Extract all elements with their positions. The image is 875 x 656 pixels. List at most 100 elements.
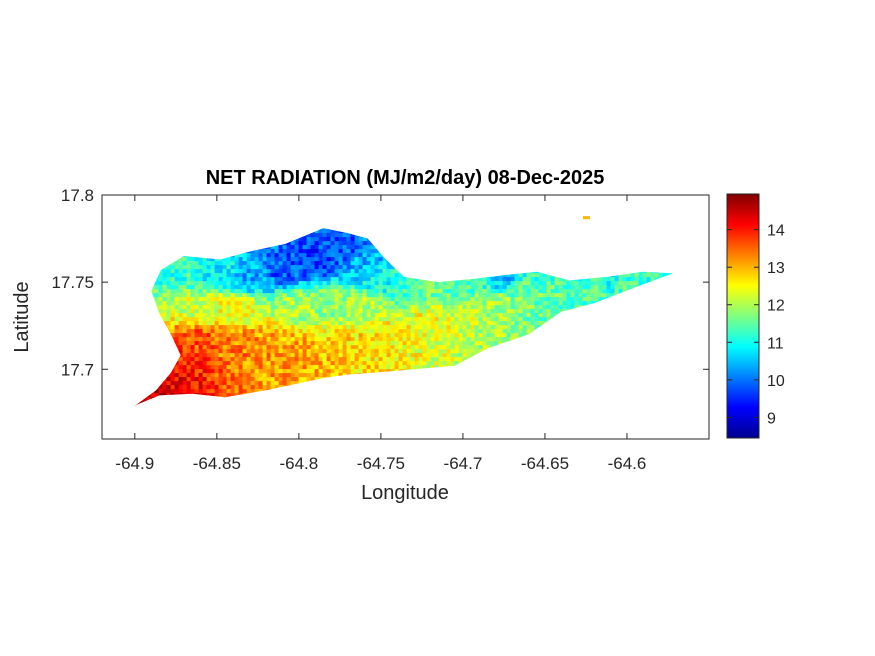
heatmap-cell <box>362 269 368 274</box>
heatmap-cell <box>434 229 440 234</box>
heatmap-cell <box>214 313 220 318</box>
heatmap-cell <box>466 289 472 294</box>
heatmap-cell <box>302 245 308 250</box>
heatmap-cell <box>530 313 536 318</box>
heatmap-cell <box>158 381 164 386</box>
heatmap-cell <box>206 349 212 354</box>
heatmap-cell <box>226 341 232 346</box>
heatmap-cell <box>314 257 320 262</box>
heatmap-cell <box>170 233 176 238</box>
heatmap-cell <box>414 345 420 350</box>
heatmap-cell <box>182 393 188 398</box>
heatmap-cell <box>234 405 240 406</box>
heatmap-cell <box>262 377 268 382</box>
heatmap-cell <box>162 309 168 314</box>
heatmap-cell <box>170 381 176 386</box>
heatmap-cell <box>246 353 252 358</box>
heatmap-cell <box>182 309 188 314</box>
heatmap-cell <box>278 261 284 266</box>
heatmap-cell <box>178 301 184 306</box>
heatmap-cell <box>222 341 228 346</box>
heatmap-cell <box>386 241 392 246</box>
heatmap-cell <box>134 345 136 350</box>
heatmap-cell <box>422 345 428 350</box>
heatmap-cell <box>358 389 364 394</box>
heatmap-cell <box>222 357 228 362</box>
heatmap-cell <box>466 329 472 334</box>
heatmap-cell <box>538 257 544 262</box>
heatmap-cell <box>418 241 424 246</box>
heatmap-cell <box>442 305 448 310</box>
heatmap-cell <box>134 237 140 242</box>
heatmap-cell <box>294 373 300 378</box>
heatmap-cell <box>374 313 380 318</box>
heatmap-cell <box>394 341 400 346</box>
heatmap-cell <box>259 221 264 226</box>
heatmap-cell <box>254 357 260 362</box>
heatmap-cell <box>246 381 252 386</box>
heatmap-cell <box>478 321 484 326</box>
heatmap-cell <box>322 337 328 342</box>
heatmap-cell <box>202 297 208 302</box>
heatmap-cell <box>170 229 176 234</box>
heatmap-cell <box>214 361 220 366</box>
heatmap-cell <box>390 333 396 338</box>
heatmap-cell <box>451 409 456 414</box>
heatmap-cell <box>502 269 508 274</box>
heatmap-cell <box>162 245 168 250</box>
heatmap-cell <box>362 317 368 322</box>
heatmap-cell <box>511 221 516 226</box>
heatmap-cell <box>174 361 180 366</box>
heatmap-cell <box>127 285 132 290</box>
heatmap-cell <box>334 229 340 234</box>
heatmap-cell <box>454 377 460 382</box>
heatmap-cell <box>414 317 420 322</box>
heatmap-cell <box>286 325 292 330</box>
heatmap-cell <box>250 393 256 398</box>
heatmap-cell <box>326 341 332 346</box>
heatmap-cell <box>214 277 220 282</box>
heatmap-cell <box>342 309 348 314</box>
heatmap-cell <box>302 249 308 254</box>
heatmap-cell <box>442 313 448 318</box>
heatmap-cell <box>494 341 500 346</box>
heatmap-cell <box>162 361 168 366</box>
heatmap-cell <box>358 269 364 274</box>
heatmap-cell <box>330 245 336 250</box>
heatmap-cell <box>506 393 512 398</box>
heatmap-cell <box>426 369 432 374</box>
heatmap-cell <box>466 393 472 398</box>
heatmap-cell <box>338 313 344 318</box>
heatmap-cell <box>282 245 288 250</box>
heatmap-cell <box>450 249 456 254</box>
heatmap-cell <box>198 397 204 402</box>
heatmap-cell <box>282 285 288 290</box>
heatmap-cell <box>134 277 136 282</box>
heatmap-cell <box>410 265 416 270</box>
heatmap-cell <box>358 289 364 294</box>
heatmap-cell <box>414 297 420 302</box>
heatmap-cell <box>442 257 448 262</box>
heatmap-cell <box>322 393 328 398</box>
heatmap-cell <box>510 369 516 374</box>
heatmap-cell <box>362 325 368 330</box>
heatmap-cell <box>282 269 288 274</box>
heatmap-cell <box>294 261 300 266</box>
heatmap-cell <box>530 265 536 270</box>
heatmap-cell <box>242 309 248 314</box>
heatmap-cell <box>298 365 304 370</box>
heatmap-cell <box>526 401 532 406</box>
heatmap-cell <box>514 337 520 342</box>
heatmap-cell <box>359 221 364 226</box>
heatmap-cell <box>334 401 340 406</box>
heatmap-cell <box>302 277 308 282</box>
heatmap-cell <box>294 405 300 406</box>
heatmap-cell <box>530 389 536 394</box>
heatmap-cell <box>462 317 468 322</box>
heatmap-cell <box>294 277 300 282</box>
heatmap-cell <box>398 277 404 282</box>
heatmap-cell <box>362 353 368 358</box>
heatmap-cell <box>342 245 348 250</box>
heatmap-cell <box>470 265 476 270</box>
heatmap-cell <box>338 393 344 398</box>
